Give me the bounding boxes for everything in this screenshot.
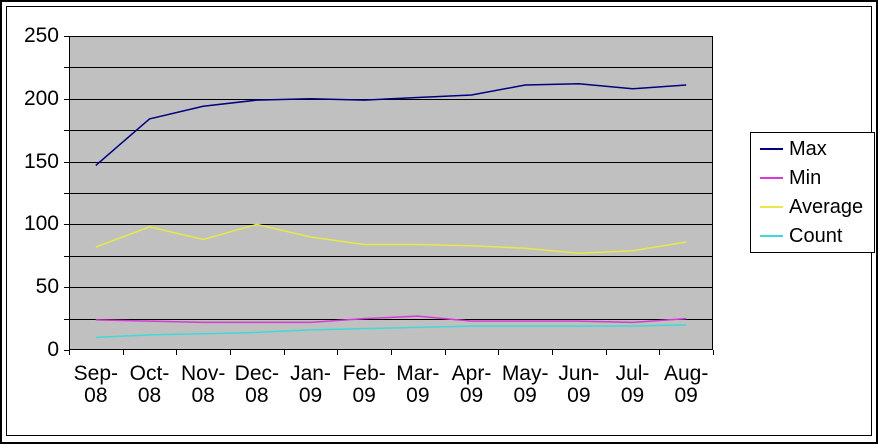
x-axis-tick [606, 350, 607, 355]
y-axis-tick-label: 150 [23, 150, 59, 173]
x-axis-tick [552, 350, 553, 355]
x-axis-tick-label: Apr- 09 [451, 362, 492, 407]
x-axis-tick [498, 350, 499, 355]
x-axis-tick [659, 350, 660, 355]
legend-line-sample-count [760, 235, 783, 237]
legend: Max Min Average Count [750, 132, 875, 253]
y-axis-tick-label: 200 [23, 87, 59, 110]
series-line-average [95, 223, 687, 255]
y-gridline [69, 224, 713, 225]
x-axis-tick-label: Aug- 09 [663, 362, 709, 407]
y-axis-tick [64, 99, 69, 100]
x-axis-tick-label: Nov- 08 [180, 362, 226, 407]
y-axis-tick [64, 256, 69, 257]
legend-item-label: Max [789, 138, 827, 160]
legend-item: Max [760, 139, 874, 159]
y-axis-tick [64, 36, 69, 37]
legend-item: Average [760, 197, 874, 217]
x-axis-tick [123, 350, 124, 355]
y-axis-tick [64, 193, 69, 194]
y-axis-tick [64, 130, 69, 131]
y-axis-tick-label: 100 [23, 212, 59, 235]
legend-line-sample-average [760, 206, 783, 208]
x-axis-tick [391, 350, 392, 355]
legend-line-sample-max [760, 148, 783, 150]
legend-item-label: Count [789, 225, 843, 247]
y-axis-tick-label: 0 [47, 338, 59, 361]
x-axis-tick-label: May- 09 [501, 362, 549, 407]
legend-line-sample-min [760, 177, 783, 179]
x-axis-tick [445, 350, 446, 355]
y-axis-tick [64, 287, 69, 288]
y-axis-tick-label: 250 [23, 24, 59, 47]
x-axis-tick-label: Sep- 08 [73, 362, 118, 407]
x-axis-tick-label: Jun- 09 [558, 362, 600, 407]
x-axis-tick [284, 350, 285, 355]
x-axis-tick-label: Jul- 09 [615, 362, 650, 407]
y-gridline [69, 67, 713, 68]
legend-item-label: Min [789, 167, 822, 189]
y-axis-tick [64, 162, 69, 163]
x-axis-tick [230, 350, 231, 355]
x-axis-tick-label: Jan- 09 [290, 362, 331, 407]
legend-item: Min [760, 168, 874, 188]
chart-frame: 0 50 100 150 200 250 Sep- 08 Oct- 08 Nov- 08 Dec- 08… [6, 6, 875, 436]
x-axis-tick [69, 350, 70, 355]
series-line-min [95, 315, 687, 324]
y-axis-tick [64, 67, 69, 68]
series-line-max [95, 82, 687, 166]
x-axis-tick-label: Feb- 09 [342, 362, 386, 407]
legend-item-label: Average [789, 196, 864, 218]
y-gridline [69, 319, 713, 320]
x-axis-tick-label: Oct- 08 [129, 362, 170, 407]
y-gridline [69, 256, 713, 257]
legend-item: Count [760, 226, 874, 246]
y-axis-tick-label: 50 [35, 275, 59, 298]
x-axis-tick-label: Dec- 08 [234, 362, 279, 407]
y-gridline [69, 287, 713, 288]
x-axis-tick [713, 350, 714, 355]
x-axis-tick-label: Mar- 09 [396, 362, 440, 407]
series-line-count [95, 324, 687, 339]
y-axis-tick [64, 350, 69, 351]
y-gridline [69, 130, 713, 131]
x-axis-tick [337, 350, 338, 355]
series-lines-layer [95, 82, 687, 339]
y-gridline [69, 162, 713, 163]
x-axis-tick [176, 350, 177, 355]
y-axis-tick [64, 319, 69, 320]
y-axis-tick [64, 224, 69, 225]
y-gridline [69, 193, 713, 194]
